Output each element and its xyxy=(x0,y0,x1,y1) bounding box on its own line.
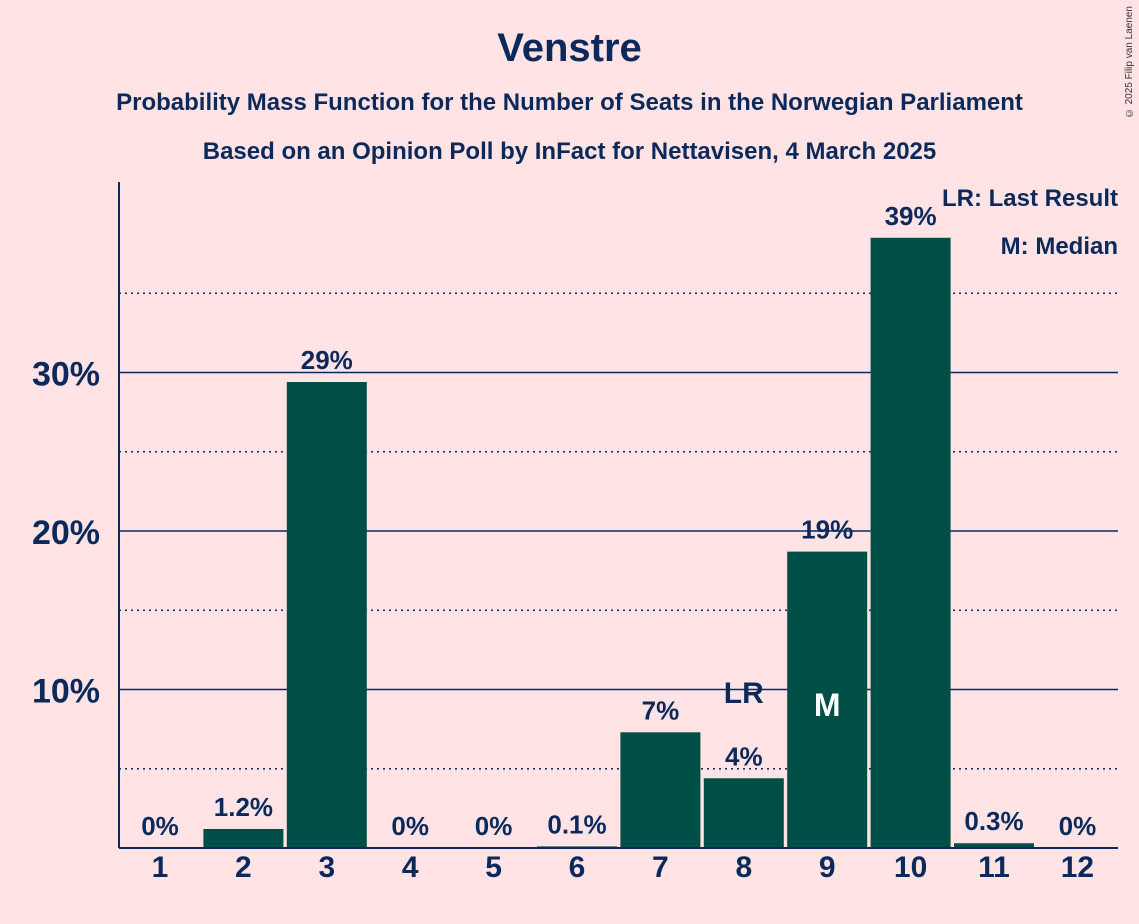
x-tick-label-11: 11 xyxy=(978,851,1010,884)
data-label-6: 0.1% xyxy=(547,809,606,839)
labels: 10%20%30%1 2 3 4 5 6 7 8 9 10 11 120%1.2%29%0% 0% 0.1… xyxy=(32,201,1096,884)
bar-10 xyxy=(870,237,951,848)
legend-median: M: Median xyxy=(1000,233,1118,260)
x-tick-label-9: 9 xyxy=(819,851,836,884)
x-tick-label-12: 12 xyxy=(1061,851,1094,884)
data-label-4: 0% xyxy=(391,811,429,841)
x-tick-label-5: 5 xyxy=(485,851,502,884)
x-tick-label-8: 8 xyxy=(735,851,752,884)
x-tick-label-7: 7 xyxy=(652,851,669,884)
data-label-3: 29% xyxy=(301,345,353,375)
median-marker: M xyxy=(814,687,841,723)
bar-2 xyxy=(203,828,284,848)
chart-subtitle-source: Based on an Opinion Poll by InFact for N… xyxy=(202,138,937,165)
bar-9 xyxy=(787,551,868,848)
data-label-9: 19% xyxy=(801,515,853,545)
x-tick-label-1: 1 xyxy=(152,851,169,884)
bar-7 xyxy=(620,732,701,848)
data-label-2: 1.2% xyxy=(214,792,273,822)
bar-8 xyxy=(703,778,784,848)
data-label-10: 39% xyxy=(885,201,937,231)
data-label-1: 0% xyxy=(141,811,179,841)
grid-lines xyxy=(119,292,1118,770)
x-tick-label-6: 6 xyxy=(569,851,586,884)
bar-11 xyxy=(954,843,1034,848)
legend-last-result: LR: Last Result xyxy=(941,185,1118,212)
last-result-marker: LR xyxy=(724,677,764,710)
data-label-5: 0% xyxy=(475,811,513,841)
bars xyxy=(203,237,1034,848)
data-label-8: 4% xyxy=(725,741,763,771)
x-tick-label-2: 2 xyxy=(235,851,252,884)
data-label-7: 7% xyxy=(642,695,680,725)
bar-3 xyxy=(286,382,367,848)
chart-title: Venstre xyxy=(497,26,642,70)
x-tick-label-3: 3 xyxy=(318,851,335,884)
data-label-12: 0% xyxy=(1059,811,1097,841)
y-tick-label-10: 10% xyxy=(32,673,100,711)
data-label-11: 0.3% xyxy=(964,806,1023,836)
y-tick-label-20: 20% xyxy=(32,514,100,552)
chart-subtitle: Probability Mass Function for the Number… xyxy=(116,89,1023,116)
x-tick-label-4: 4 xyxy=(402,851,419,884)
axes xyxy=(118,182,1118,849)
y-tick-label-30: 30% xyxy=(32,356,100,394)
x-tick-label-10: 10 xyxy=(894,851,927,884)
